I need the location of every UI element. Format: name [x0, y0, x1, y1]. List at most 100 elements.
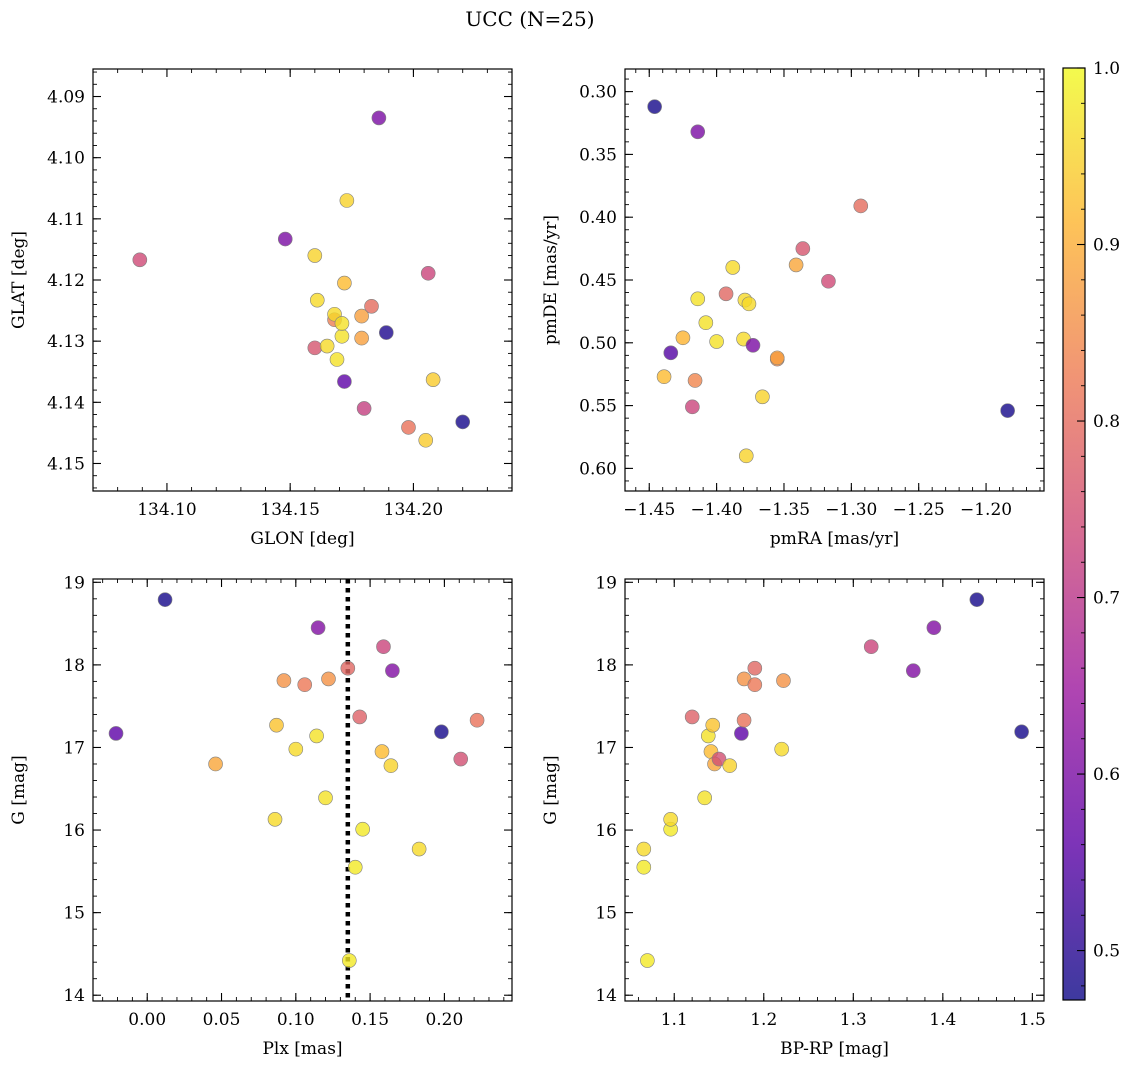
data-point [776, 673, 791, 688]
data-point [334, 316, 350, 331]
data-point [863, 639, 879, 655]
colorbar-tick-label: 0.8 [1093, 412, 1120, 432]
x-tick-label: 1.2 [750, 1010, 777, 1030]
x-tick-label: 0.10 [277, 1010, 315, 1030]
data-point [718, 286, 734, 302]
colorbar-gradient [1063, 68, 1085, 1000]
data-point [926, 620, 942, 636]
x-axis-label: pmRA [mas/yr] [770, 529, 899, 549]
y-tick-label: 0.45 [579, 271, 617, 291]
data-point [374, 744, 390, 759]
data-point [738, 448, 754, 464]
data-point [342, 953, 357, 968]
colorbar-tick-label: 0.6 [1093, 765, 1120, 785]
data-point [698, 315, 714, 331]
y-tick-label: 4.12 [47, 271, 85, 291]
y-tick-label: 17 [595, 738, 617, 758]
axes-frame [92, 68, 513, 492]
data-point [741, 296, 757, 312]
subplot-2: −1.45 −1.40 −1.35 −1.30 −1.25 −1.20 0.30 0.35 0.… [541, 68, 1045, 549]
x-tick-label: −1.30 [825, 500, 877, 520]
data-point [1014, 724, 1029, 740]
y-tick-label: 4.11 [47, 210, 85, 230]
data-point [636, 841, 652, 857]
data-point [1000, 403, 1015, 418]
y-tick-label: 4.15 [47, 454, 85, 474]
data-point [636, 859, 652, 875]
data-point [745, 338, 761, 353]
data-point [310, 620, 326, 636]
colorbar: 0.5 0.6 0.7 0.8 0.9 1.0 [1062, 59, 1120, 1001]
colorbar-frame [1062, 67, 1086, 1001]
data-point [321, 671, 336, 687]
data-point [453, 751, 469, 767]
y-tick-label: 0.30 [579, 83, 617, 103]
subplot-3: 0.00 0.05 0.10 0.15 0.20 14 15 16 17 18 19 Plx [mas… [9, 573, 513, 1059]
data-point [307, 340, 323, 356]
data-point [755, 389, 770, 405]
data-point [339, 193, 355, 208]
y-tick-label: 4.13 [47, 332, 85, 352]
y-tick-label: 16 [595, 821, 617, 841]
data-point [288, 741, 304, 757]
data-point [411, 841, 427, 857]
x-tick-label: −1.20 [960, 500, 1012, 520]
data-point [347, 859, 363, 875]
x-tick-label: 134.20 [384, 500, 443, 520]
data-point [364, 298, 379, 314]
data-point [722, 758, 738, 773]
x-tick-label: 1.4 [929, 1010, 956, 1030]
data-point [334, 328, 350, 344]
data-point [383, 758, 399, 773]
data-point [269, 717, 284, 733]
y-tick-label: 18 [595, 656, 617, 676]
data-point [376, 639, 391, 655]
data-point [690, 124, 706, 140]
data-point [337, 275, 352, 291]
y-tick-label: 19 [63, 573, 85, 593]
data-point [747, 660, 763, 676]
data-point [663, 812, 678, 827]
x-tick-label: 0.20 [425, 1010, 463, 1030]
data-point [853, 198, 869, 214]
data-point [418, 432, 434, 448]
x-axis-label: BP-RP [mag] [780, 1039, 889, 1059]
data-point [108, 726, 124, 741]
y-axis-label: G [mag] [541, 755, 561, 824]
y-axis-label: pmDE [mas/yr] [541, 215, 561, 345]
colorbar-tick-label: 1.0 [1093, 59, 1120, 79]
data-point [319, 338, 335, 354]
data-point [354, 308, 369, 324]
data-point [267, 812, 283, 827]
data-point [697, 790, 712, 806]
figure-title: UCC (N=25) [465, 7, 594, 31]
x-tick-label: 0.05 [203, 1010, 241, 1030]
data-point [725, 260, 741, 275]
x-axis-label: GLON [deg] [250, 529, 354, 549]
data-point [640, 953, 655, 968]
data-point [309, 728, 324, 744]
data-point [434, 724, 449, 740]
data-point [675, 330, 691, 346]
data-point [132, 252, 148, 268]
colorbar-tick-label: 0.5 [1093, 942, 1120, 962]
data-point [340, 660, 356, 676]
data-point [157, 592, 173, 607]
data-point [663, 345, 679, 361]
subplot-grid: 134.10 134.15 134.20 4.09 4.10 4.11 4.12 4.13 4.… [9, 68, 1046, 1059]
data-point [307, 248, 323, 263]
axes-frame [92, 578, 513, 1002]
data-point [318, 790, 333, 806]
data-point [354, 330, 369, 346]
data-point [769, 350, 785, 366]
y-tick-label: 0.35 [579, 145, 617, 165]
y-tick-label: 4.09 [47, 88, 85, 108]
colorbar-tick-label: 0.7 [1093, 589, 1120, 609]
data-point [690, 291, 706, 307]
data-point [774, 741, 789, 757]
x-tick-label: 134.15 [260, 500, 319, 520]
y-axis-label: GLAT [deg] [9, 231, 29, 329]
y-tick-label: 4.14 [47, 393, 85, 413]
subplot-1: 134.10 134.15 134.20 4.09 4.10 4.11 4.12 4.13 4.… [9, 68, 513, 549]
